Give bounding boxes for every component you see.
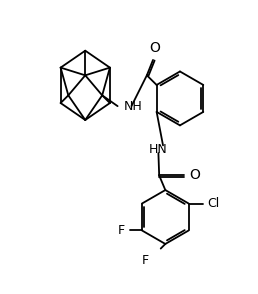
Text: F: F bbox=[142, 254, 149, 267]
Text: NH: NH bbox=[124, 100, 142, 113]
Text: F: F bbox=[118, 224, 125, 237]
Text: O: O bbox=[149, 41, 160, 55]
Text: Cl: Cl bbox=[207, 197, 219, 210]
Text: HN: HN bbox=[149, 143, 168, 156]
Text: O: O bbox=[189, 168, 200, 182]
